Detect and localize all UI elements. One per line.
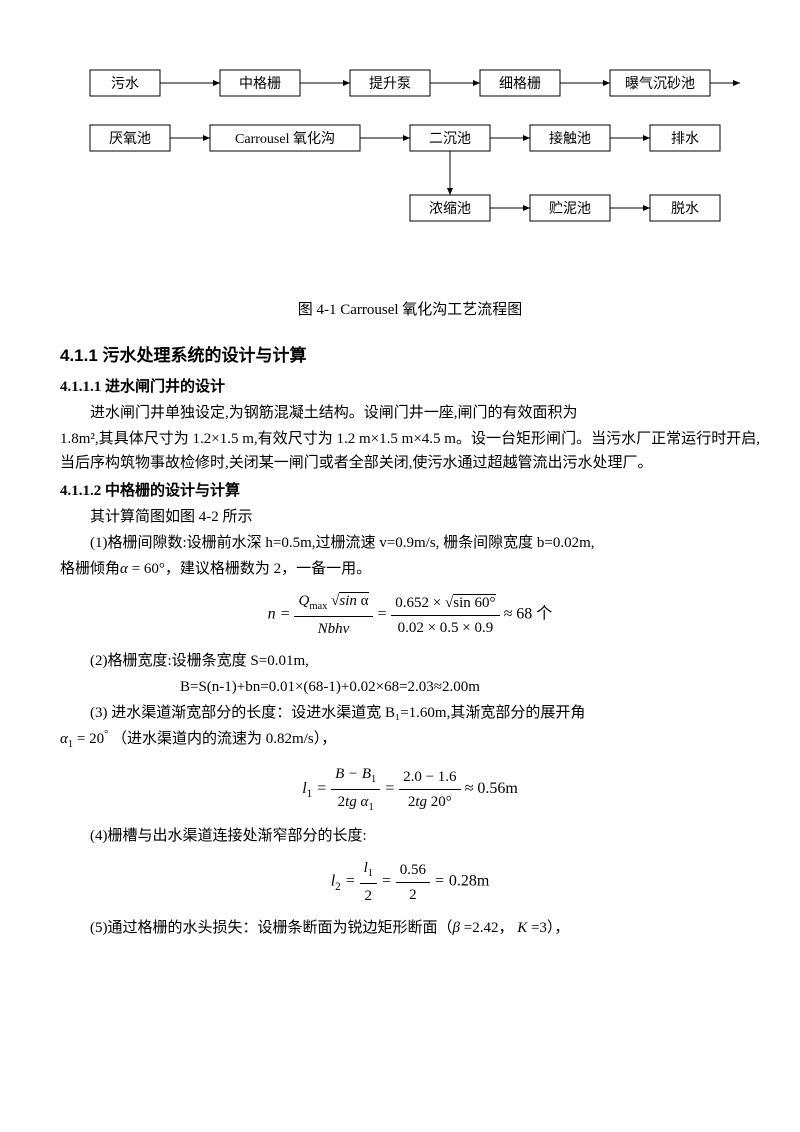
p-inlet-gate-1: 进水闸门井单独设定,为钢筋混凝土结构。设闸门井一座,闸门的有效面积为 [60, 401, 760, 425]
flowchart-carrousel: 污水 中格栅 提升泵 细格栅 曝气沉砂池 厌氧池 Carrousel 氧化沟 二… [60, 60, 760, 268]
p-inlet-channel: (3) 进水渠道渐宽部分的长度：设进水渠道宽 B₁=1.60m,其渐宽部分的展开… [60, 701, 760, 725]
formula-l2: l2 = l12 = 0.562 = 0.28m [60, 856, 760, 908]
flow-row3: 浓缩池 贮泥池 脱水 [410, 195, 720, 221]
p-calc-diagram: 其计算简图如图 4-2 所示 [60, 505, 760, 529]
heading-4-1-1: 4.1.1 污水处理系统的设计与计算 [60, 342, 760, 369]
node-anaerobic: 厌氧池 [109, 131, 151, 147]
node-wastewater: 污水 [111, 76, 139, 92]
node-sludge-storage: 贮泥池 [549, 201, 591, 217]
p-gap-count-1: (1)格栅间隙数:设栅前水深 h=0.5m,过栅流速 v=0.9m/s, 栅条间… [60, 531, 760, 555]
p-gap-count-2: 格栅倾角α = 60°，建议格栅数为 2，一备一用。 [60, 557, 760, 581]
flowchart-svg: 污水 中格栅 提升泵 细格栅 曝气沉砂池 厌氧池 Carrousel 氧化沟 二… [60, 60, 740, 260]
node-carrousel: Carrousel 氧化沟 [235, 131, 335, 147]
formula-n: n = Qmax √sin αNbhv = 0.652 × √sin 60°0.… [60, 589, 760, 641]
p-inlet-gate-2: 1.8m²,其具体尺寸为 1.2×1.5 m,有效尺寸为 1.2 m×1.5 m… [60, 427, 760, 475]
node-secondary-clarifier: 二沉池 [429, 131, 471, 147]
heading-4-1-1-2: 4.1.1.2 中格栅的设计与计算 [60, 479, 760, 503]
p-narrow: (4)栅槽与出水渠道连接处渐窄部分的长度: [60, 824, 760, 848]
node-coarse-screen: 中格栅 [239, 76, 281, 92]
p-width-calc: B=S(n-1)+bn=0.01×(68-1)+0.02×68=2.03≈2.0… [60, 675, 760, 699]
formula-l1: l1 = B − B12tg α1 = 2.0 − 1.62tg 20° ≈ 0… [60, 762, 760, 817]
node-contact: 接触池 [549, 130, 591, 147]
p-headloss: (5)通过格栅的水头损失：设栅条断面为锐边矩形断面（β =2.42， K =3）… [60, 916, 760, 940]
p-width: (2)格栅宽度:设栅条宽度 S=0.01m, [60, 649, 760, 673]
figure-caption: 图 4-1 Carrousel 氧化沟工艺流程图 [60, 298, 760, 322]
node-discharge: 排水 [671, 131, 699, 147]
node-aerated-grit: 曝气沉砂池 [625, 76, 695, 92]
p-alpha1: α1 = 20° （进水渠道内的流速为 0.82m/s）， [60, 727, 760, 754]
heading-4-1-1-1: 4.1.1.1 进水闸门井的设计 [60, 375, 760, 399]
node-fine-screen: 细格栅 [499, 76, 541, 92]
node-dewatering: 脱水 [671, 201, 699, 217]
node-lift-pump: 提升泵 [369, 76, 411, 92]
node-thickener: 浓缩池 [429, 201, 471, 217]
